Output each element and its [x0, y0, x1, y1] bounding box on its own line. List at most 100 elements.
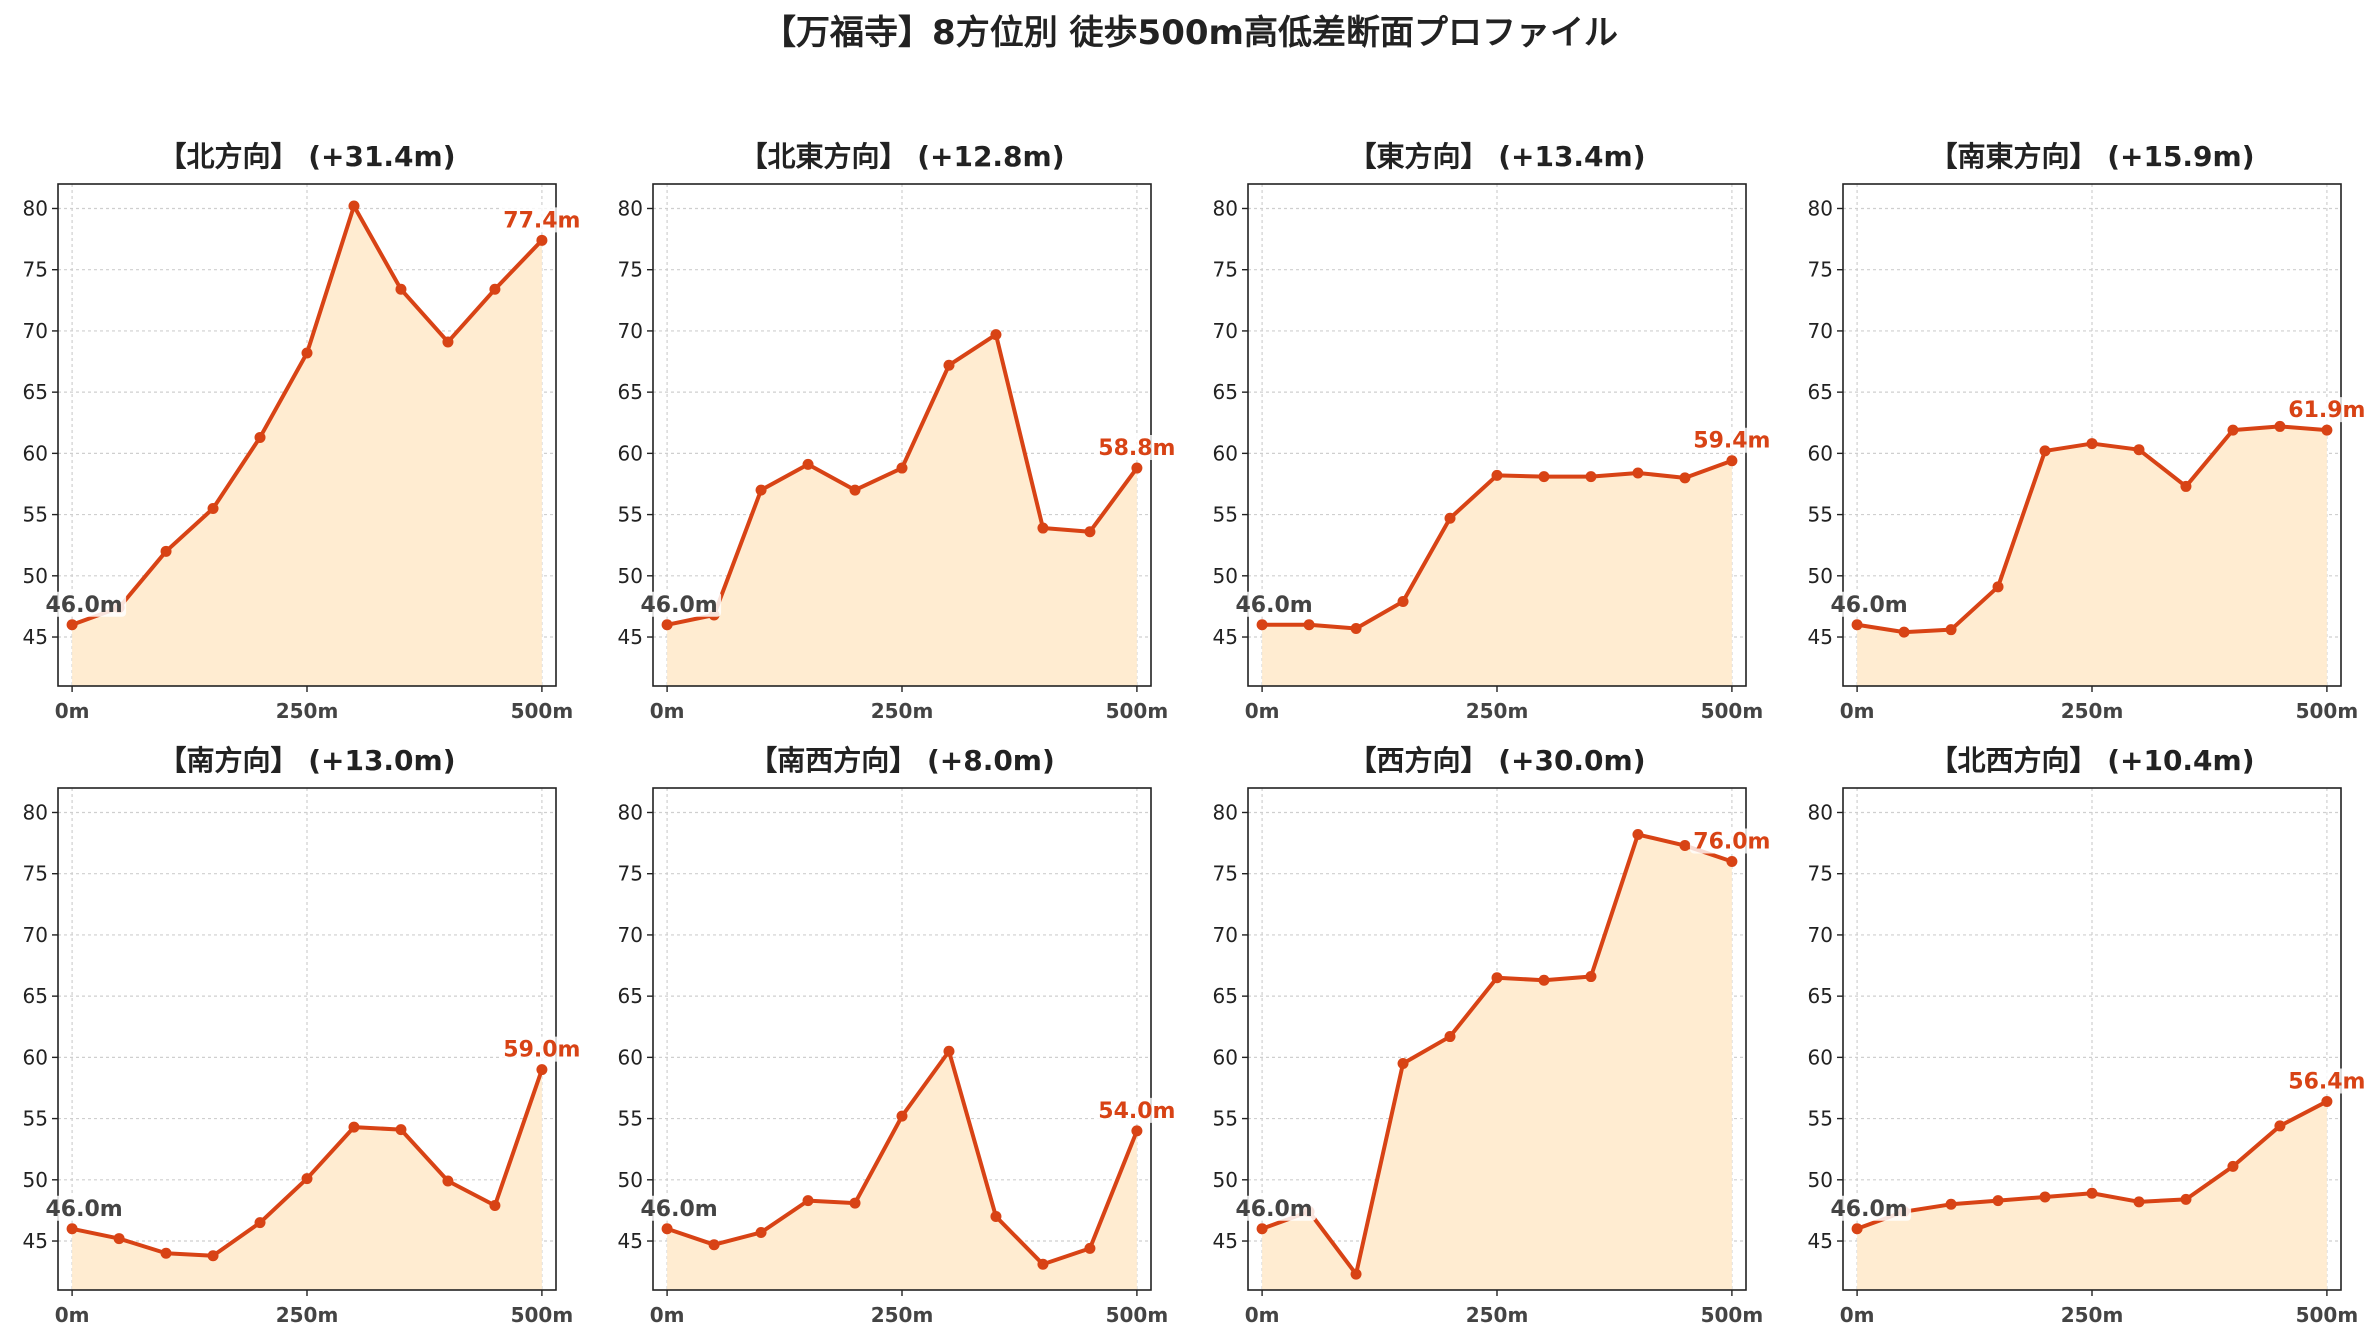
- data-point: [1256, 619, 1268, 631]
- x-tick-label: 0m: [1245, 699, 1280, 723]
- y-tick-label: 70: [1808, 923, 1833, 947]
- y-tick-label: 55: [618, 1107, 643, 1131]
- data-point: [1084, 1242, 1096, 1254]
- data-point: [802, 458, 814, 470]
- data-point: [301, 1173, 313, 1185]
- data-point: [1851, 619, 1863, 631]
- y-tick-label: 45: [1213, 1229, 1238, 1253]
- start-elevation-label: 46.0m: [640, 1197, 717, 1222]
- data-point: [1084, 526, 1096, 538]
- data-point: [708, 1239, 720, 1251]
- x-tick-label: 0m: [650, 1303, 685, 1327]
- data-point: [395, 1124, 407, 1136]
- y-tick-label: 60: [1808, 441, 1833, 465]
- data-point: [2039, 1191, 2051, 1203]
- x-tick-label: 500m: [511, 1303, 574, 1327]
- y-tick-label: 65: [23, 984, 48, 1008]
- data-point: [536, 1064, 548, 1076]
- profile-panel: 【西方向】 (+30.0m) 45 50 55 60 65 70 75 80 0m 250m 500m…: [1213, 744, 1774, 1327]
- panel-title: 【北方向】 (+31.4m): [158, 140, 455, 173]
- data-point: [160, 545, 172, 557]
- x-tick-label: 500m: [1106, 1303, 1169, 1327]
- data-point: [1538, 471, 1550, 483]
- y-tick-label: 55: [23, 503, 48, 527]
- data-point: [2180, 1193, 2192, 1205]
- x-tick-label: 250m: [2061, 699, 2124, 723]
- y-tick-label: 65: [1808, 380, 1833, 404]
- data-point: [1945, 1198, 1957, 1210]
- y-tick-label: 70: [1808, 319, 1833, 343]
- y-tick-label: 65: [618, 380, 643, 404]
- data-point: [1585, 471, 1597, 483]
- data-point: [1679, 840, 1691, 852]
- data-point: [2180, 480, 2192, 492]
- data-point: [755, 484, 767, 496]
- y-tick-label: 70: [618, 319, 643, 343]
- data-point: [2274, 1120, 2286, 1132]
- y-tick-label: 60: [618, 441, 643, 465]
- data-point: [1992, 1195, 2004, 1207]
- y-tick-label: 65: [1213, 984, 1238, 1008]
- elevation-area: [1857, 426, 2327, 686]
- start-elevation-label: 46.0m: [45, 1197, 122, 1222]
- end-label-background: [1689, 828, 1774, 854]
- x-tick-label: 250m: [871, 699, 934, 723]
- data-point: [1303, 619, 1315, 631]
- y-tick-label: 75: [23, 862, 48, 886]
- y-tick-label: 75: [23, 258, 48, 282]
- y-tick-label: 65: [1213, 380, 1238, 404]
- x-tick-label: 0m: [1840, 699, 1875, 723]
- data-point: [1256, 1223, 1268, 1235]
- data-point: [1131, 462, 1143, 474]
- y-tick-label: 80: [1213, 196, 1238, 220]
- data-point: [66, 1223, 78, 1235]
- end-elevation-label: 58.8m: [1098, 436, 1175, 461]
- y-tick-label: 80: [23, 196, 48, 220]
- start-label-background: [637, 1195, 722, 1221]
- data-point: [489, 1200, 501, 1212]
- y-tick-label: 50: [618, 1168, 643, 1192]
- end-label-background: [1094, 1097, 1179, 1123]
- data-point: [661, 1223, 673, 1235]
- x-tick-label: 0m: [55, 699, 90, 723]
- y-tick-label: 80: [618, 196, 643, 220]
- y-tick-label: 75: [1808, 862, 1833, 886]
- y-tick-label: 80: [618, 800, 643, 824]
- y-tick-label: 45: [23, 625, 48, 649]
- y-tick-label: 80: [1808, 196, 1833, 220]
- x-tick-label: 250m: [2061, 1303, 2124, 1327]
- data-point: [2227, 424, 2239, 436]
- y-tick-label: 50: [23, 1168, 48, 1192]
- data-point: [990, 1211, 1002, 1223]
- start-label-background: [1232, 591, 1317, 617]
- data-point: [1491, 469, 1503, 481]
- y-tick-label: 70: [1213, 319, 1238, 343]
- data-point: [442, 336, 454, 348]
- data-point: [1945, 624, 1957, 636]
- start-label-background: [637, 591, 722, 617]
- x-tick-label: 0m: [55, 1303, 90, 1327]
- data-point: [1726, 855, 1738, 867]
- end-elevation-label: 59.0m: [503, 1038, 580, 1063]
- elevation-area: [667, 1051, 1137, 1290]
- y-tick-label: 55: [1808, 503, 1833, 527]
- start-label-background: [1232, 1195, 1317, 1221]
- data-point: [2133, 1196, 2145, 1208]
- data-point: [1131, 1125, 1143, 1137]
- data-point: [943, 1045, 955, 1057]
- data-point: [489, 283, 501, 295]
- x-tick-label: 500m: [511, 699, 574, 723]
- y-tick-label: 60: [1213, 441, 1238, 465]
- data-point: [1679, 472, 1691, 484]
- data-point: [1585, 971, 1597, 983]
- data-point: [2227, 1160, 2239, 1172]
- end-elevation-label: 56.4m: [2288, 1069, 2365, 1094]
- y-tick-label: 50: [23, 564, 48, 588]
- data-point: [1397, 596, 1409, 608]
- y-tick-label: 70: [23, 923, 48, 947]
- start-label-background: [1827, 591, 1912, 617]
- data-point: [802, 1195, 814, 1207]
- y-tick-label: 55: [23, 1107, 48, 1131]
- data-point: [2321, 1095, 2333, 1107]
- data-point: [1898, 626, 1910, 638]
